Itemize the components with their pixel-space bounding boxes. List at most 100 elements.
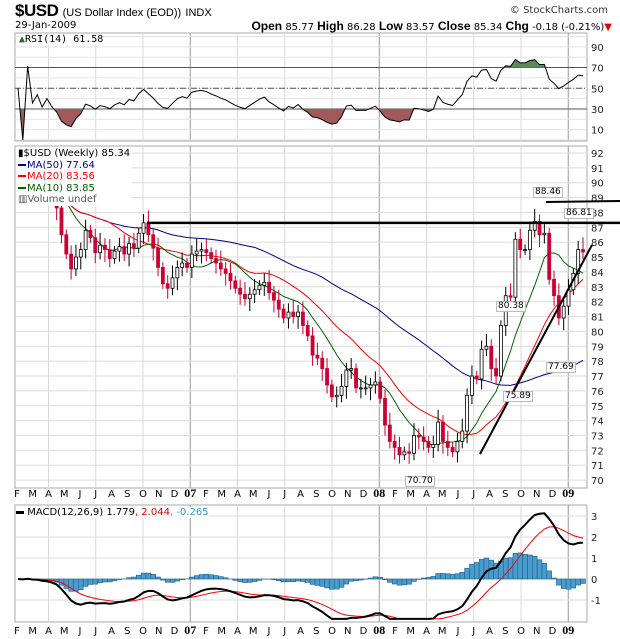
x-tick-label: A [234,489,241,500]
candle-body [407,451,412,454]
x-tick-label: F [203,489,209,500]
macd-histogram-bar [189,576,195,580]
x-tick-label: S [313,489,319,500]
macd-value: MACD(12,26,9) 1.779 [27,507,135,518]
candle-body [151,234,156,249]
candle-body [194,250,199,255]
macd-histogram-bar [454,573,461,580]
annotation-75-89: 75.89 [503,391,533,402]
macd-tick-label: 1 [591,554,597,565]
macd-histogram-bar [556,578,562,586]
candle-body [479,348,484,380]
candle-body [508,295,513,298]
macd-histogram-bar [247,578,253,583]
macd-label: MACD(12,26,9) 1.779, 2.044, -0.265 [16,507,209,518]
candle-icon: ▮ [18,148,24,159]
candle [436,409,441,452]
price-legend: ▮$USD (Weekly) 85.34 MA(50) 77.64 MA(20)… [16,147,133,206]
candle-body [156,247,160,268]
candle [262,273,267,296]
macd-histogram-bar [334,578,340,590]
candle [267,269,272,300]
x-tick-label: S [124,626,130,637]
candle [576,240,581,284]
candle-body [243,293,247,300]
macd-histogram-bar [541,562,548,580]
exchange: INDX [185,7,212,19]
candle-body [228,273,233,282]
candle [204,239,209,262]
candle [156,237,160,277]
macd-histogram-bar [78,578,84,591]
x-tick-label: N [155,489,162,500]
candle-body [247,293,252,300]
candle [93,228,98,264]
rsi-line [17,58,584,141]
candle [499,320,503,382]
candle [325,358,329,394]
x-tick-label: F [14,626,20,637]
candle [339,374,344,403]
macd-histogram-bar [213,575,219,580]
quote-date: 29-Jan-2009 [15,20,77,31]
macd-histogram-bar [136,574,142,580]
macd-histogram-bar [406,578,412,585]
x-tick-label: A [45,626,52,637]
legend-volume: ▥Volume undef [18,194,130,206]
macd-histogram-bar [82,578,89,587]
candle-body [93,237,98,253]
candle [368,377,373,401]
x-tick-label: O [328,626,336,637]
candle [431,435,436,458]
x-tick-label: M [438,626,447,637]
candle-body [499,325,503,377]
candle [122,234,127,262]
candle-body [233,280,238,289]
x-tick-label: M [249,626,258,637]
candle-body [387,424,392,442]
symbol-name: (US Dollar Index (EOD)) [62,7,182,19]
candle [281,303,286,324]
candle-body [450,446,455,453]
macd-histogram-bar [155,576,161,580]
candle [552,270,556,307]
candle [194,238,199,262]
candle [412,423,416,461]
macd-histogram-bar [232,578,239,581]
candle-body [59,207,64,236]
legend-ma50-text: MA(50) 77.64 [27,159,95,171]
candle [450,442,455,458]
close-value: 85.34 [473,22,503,33]
x-tick-label: M [60,489,69,500]
candle-body [291,311,296,317]
candle [185,257,189,273]
x-tick-label: J [471,626,475,637]
candle-body [518,238,523,251]
candle-body [344,369,349,387]
macd-histogram-bar [474,562,480,580]
rsi-label-text: RSI(14) 61.58 [25,34,104,45]
x-tick-label: S [502,626,508,637]
price-tick-label: 81 [591,313,604,324]
candle-body [373,381,378,386]
candle-body [532,220,537,231]
candle [383,389,387,436]
volume-icon: ▥ [18,194,28,205]
rsi-tick-label: 30 [591,105,604,116]
macd-histogram-bar [445,573,451,580]
candle [272,285,276,313]
x-tick-label: D [360,626,368,637]
macd-histogram-bar [314,578,321,586]
price-tick-label: 73 [591,431,604,442]
x-tick-label: S [502,489,508,500]
x-tick-label: J [282,489,286,500]
candle [291,299,296,324]
open-value: 85.77 [285,22,314,33]
candle-body [431,444,436,448]
x-tick-label: J [93,626,97,637]
macd-histogram-bar [179,578,185,580]
x-tick-label: N [155,626,162,637]
candle [305,320,310,342]
candle-body [223,268,228,274]
price-tick-label: 83 [591,283,604,294]
